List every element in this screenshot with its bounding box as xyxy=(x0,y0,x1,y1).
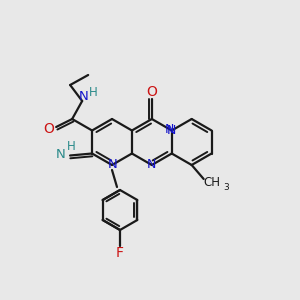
Text: O: O xyxy=(44,122,55,136)
Text: H: H xyxy=(89,85,98,98)
Text: N: N xyxy=(56,148,66,161)
Text: N: N xyxy=(147,158,157,172)
Text: N: N xyxy=(167,124,176,137)
Text: O: O xyxy=(146,85,157,99)
Text: H: H xyxy=(67,140,76,153)
Text: N: N xyxy=(165,123,174,136)
Text: CH: CH xyxy=(203,176,220,190)
Text: F: F xyxy=(116,246,124,260)
Text: N: N xyxy=(78,91,88,103)
Text: N: N xyxy=(108,158,118,172)
Text: 3: 3 xyxy=(223,184,229,193)
